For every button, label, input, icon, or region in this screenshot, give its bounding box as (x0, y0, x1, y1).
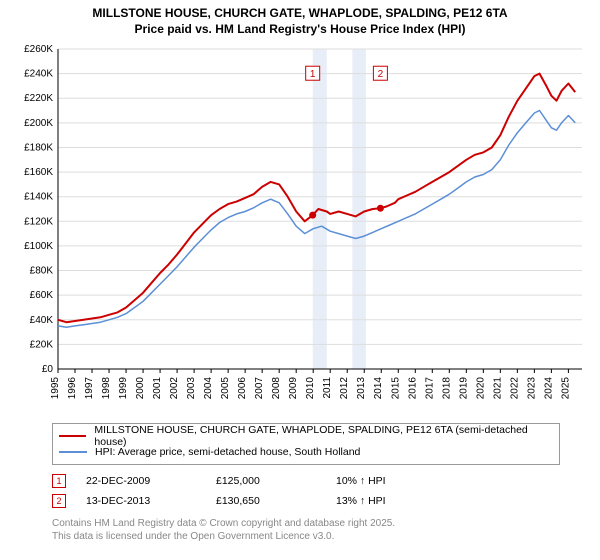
event-marker: 1 (52, 474, 66, 488)
svg-text:£0: £0 (42, 364, 54, 375)
svg-text:2: 2 (378, 69, 384, 80)
svg-text:£160K: £160K (24, 167, 53, 178)
chart-container: MILLSTONE HOUSE, CHURCH GATE, WHAPLODE, … (0, 0, 600, 560)
svg-text:£100K: £100K (24, 241, 53, 252)
svg-text:2001: 2001 (152, 377, 163, 400)
svg-text:2019: 2019 (458, 377, 469, 400)
svg-text:2015: 2015 (390, 377, 401, 400)
svg-text:1999: 1999 (118, 377, 129, 400)
credits-line-1: Contains HM Land Registry data © Crown c… (52, 517, 560, 530)
line-chart-svg: £0 £20K £40K £60K £80K £100K £120K £140K £160K £1… (10, 39, 590, 419)
svg-text:2023: 2023 (526, 377, 537, 400)
svg-text:2003: 2003 (186, 377, 197, 400)
svg-text:2021: 2021 (492, 377, 503, 400)
legend-swatch (59, 435, 86, 437)
title-line-1: MILLSTONE HOUSE, CHURCH GATE, WHAPLODE, … (10, 6, 590, 22)
svg-text:2004: 2004 (203, 377, 214, 400)
title-block: MILLSTONE HOUSE, CHURCH GATE, WHAPLODE, … (0, 0, 600, 39)
credits: Contains HM Land Registry data © Crown c… (52, 517, 560, 543)
svg-text:£200K: £200K (24, 118, 53, 129)
svg-text:2002: 2002 (169, 377, 180, 400)
svg-text:2020: 2020 (475, 377, 486, 400)
event-row: 2 13-DEC-2013£130,65013% ↑ HPI (52, 491, 560, 511)
svg-text:2000: 2000 (135, 377, 146, 400)
svg-text:£180K: £180K (24, 143, 53, 154)
event-hpi: 13% ↑ HPI (336, 495, 386, 507)
svg-text:2005: 2005 (220, 377, 231, 400)
svg-text:£240K: £240K (24, 69, 53, 80)
event-hpi: 10% ↑ HPI (336, 475, 386, 487)
svg-text:£260K: £260K (24, 44, 53, 55)
svg-text:£80K: £80K (30, 266, 54, 277)
svg-text:1: 1 (310, 69, 316, 80)
svg-text:2010: 2010 (305, 377, 316, 400)
svg-text:2008: 2008 (271, 377, 282, 400)
svg-text:2018: 2018 (441, 377, 452, 400)
event-marker: 2 (52, 494, 66, 508)
svg-text:£120K: £120K (24, 216, 53, 227)
svg-text:£60K: £60K (30, 290, 54, 301)
svg-text:1996: 1996 (67, 377, 78, 400)
svg-text:2011: 2011 (322, 377, 333, 399)
svg-text:2017: 2017 (424, 377, 435, 400)
svg-text:1995: 1995 (50, 377, 61, 400)
svg-text:£20K: £20K (30, 340, 54, 351)
svg-text:2016: 2016 (407, 377, 418, 400)
credits-line-2: This data is licensed under the Open Gov… (52, 530, 560, 543)
svg-text:2024: 2024 (543, 377, 554, 400)
svg-text:2014: 2014 (373, 377, 384, 400)
svg-text:2013: 2013 (356, 377, 367, 400)
legend-label: HPI: Average price, semi-detached house,… (95, 446, 360, 458)
legend-label: MILLSTONE HOUSE, CHURCH GATE, WHAPLODE, … (94, 424, 553, 448)
title-line-2: Price paid vs. HM Land Registry's House … (10, 22, 590, 38)
svg-text:2009: 2009 (288, 377, 299, 400)
svg-text:2022: 2022 (509, 377, 520, 400)
svg-text:2007: 2007 (254, 377, 265, 400)
event-date: 13-DEC-2013 (86, 495, 216, 507)
chart-area: £0 £20K £40K £60K £80K £100K £120K £140K £160K £1… (10, 39, 590, 419)
svg-text:2012: 2012 (339, 377, 350, 400)
event-price: £125,000 (216, 475, 336, 487)
svg-text:£140K: £140K (24, 192, 53, 203)
legend-row: MILLSTONE HOUSE, CHURCH GATE, WHAPLODE, … (59, 428, 553, 444)
svg-text:£220K: £220K (24, 93, 53, 104)
svg-text:2006: 2006 (237, 377, 248, 400)
svg-text:2025: 2025 (560, 377, 571, 400)
events-table: 1 22-DEC-2009£125,00010% ↑ HPI 2 13-DEC-201… (52, 471, 560, 511)
svg-text:1998: 1998 (101, 377, 112, 400)
event-price: £130,650 (216, 495, 336, 507)
legend-swatch (59, 451, 87, 453)
legend: MILLSTONE HOUSE, CHURCH GATE, WHAPLODE, … (52, 423, 560, 465)
event-row: 1 22-DEC-2009£125,00010% ↑ HPI (52, 471, 560, 491)
svg-text:£40K: £40K (30, 315, 54, 326)
event-date: 22-DEC-2009 (86, 475, 216, 487)
svg-text:1997: 1997 (84, 377, 95, 400)
